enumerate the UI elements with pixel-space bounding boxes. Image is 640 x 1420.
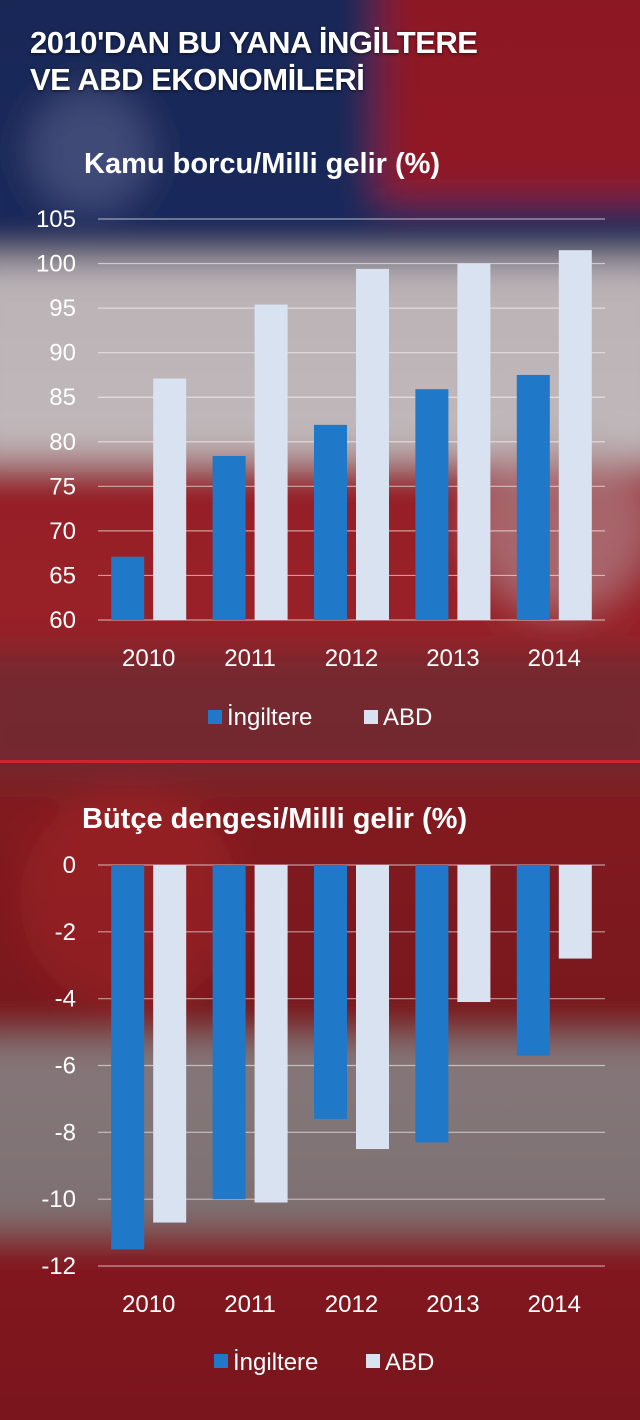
y-tick-label: -4 [55, 986, 76, 1013]
y-tick-label: -2 [55, 919, 76, 946]
legend-label-usa: ABD [385, 1349, 434, 1376]
y-tick-label: 75 [49, 473, 76, 500]
bar-uk-2010 [111, 865, 145, 1250]
bar-usa-2014 [558, 250, 592, 620]
bar-series [111, 250, 592, 620]
bar-uk-2014 [516, 374, 550, 620]
chart-legend: İngiltere ABD [208, 704, 432, 731]
legend-swatch-usa [366, 1354, 380, 1368]
page-title-line-2: VE ABD EKONOMİLERİ [30, 62, 365, 97]
x-category-label: 2014 [528, 645, 581, 672]
bar-uk-2013 [415, 389, 449, 620]
y-tick-label: 0 [63, 852, 76, 879]
public-debt-chart: Kamu borcu/Milli gelir (%) 60 65 70 75 80 85 9… [36, 148, 605, 731]
x-category-label: 2011 [224, 645, 276, 672]
legend-swatch-uk [208, 710, 222, 724]
y-tick-label: -12 [41, 1253, 76, 1280]
chart-legend: İngiltere ABD [214, 1349, 434, 1376]
bar-uk-2012 [314, 424, 347, 620]
x-category-label: 2013 [426, 1291, 479, 1318]
x-axis-categories: 2010 2011 2012 2013 2014 [122, 645, 581, 672]
y-tick-label: 90 [49, 340, 76, 367]
y-tick-label: 60 [49, 607, 76, 634]
y-tick-label: 80 [49, 429, 76, 456]
y-axis-ticks: 0 -2 -4 -6 -8 -10 -12 [41, 852, 76, 1280]
bar-usa-2010 [153, 865, 187, 1223]
bar-usa-2012 [356, 865, 389, 1150]
bar-usa-2013 [457, 263, 491, 620]
bar-uk-2014 [516, 865, 550, 1056]
y-tick-label: 105 [36, 206, 76, 233]
x-category-label: 2010 [122, 645, 175, 672]
x-category-label: 2013 [426, 645, 479, 672]
page-title-line-1: 2010'DAN BU YANA İNGİLTERE [30, 25, 478, 60]
x-category-label: 2012 [325, 645, 378, 672]
section-divider [0, 760, 640, 763]
bar-usa-2013 [457, 865, 491, 1003]
y-tick-label: 70 [49, 518, 76, 545]
legend-label-usa: ABD [383, 704, 432, 731]
legend-swatch-uk [214, 1354, 228, 1368]
x-axis-categories: 2010 2011 2012 2013 2014 [122, 1291, 581, 1318]
x-category-label: 2012 [325, 1291, 378, 1318]
x-category-label: 2011 [224, 1291, 276, 1318]
bar-uk-2011 [212, 865, 246, 1200]
bar-usa-2011 [254, 865, 288, 1203]
bar-uk-2013 [415, 865, 449, 1143]
chart-title: Bütçe dengesi/Milli gelir (%) [82, 803, 467, 835]
bar-usa-2011 [254, 304, 288, 620]
y-tick-label: -6 [55, 1053, 76, 1080]
bar-uk-2011 [212, 456, 246, 620]
legend-label-uk: İngiltere [233, 1349, 318, 1376]
legend-label-uk: İngiltere [227, 704, 312, 731]
bar-usa-2012 [356, 268, 389, 620]
bar-series [111, 865, 592, 1250]
y-axis-ticks: 60 65 70 75 80 85 90 95 100 105 [36, 206, 76, 634]
legend-swatch-usa [364, 710, 378, 724]
bar-usa-2010 [153, 378, 187, 620]
chart-title: Kamu borcu/Milli gelir (%) [84, 148, 440, 180]
bar-uk-2012 [314, 865, 347, 1119]
y-tick-label: 65 [49, 562, 76, 589]
x-category-label: 2010 [122, 1291, 175, 1318]
page-title: 2010'DAN BU YANA İNGİLTERE VE ABD EKONOM… [30, 24, 610, 98]
y-tick-label: 85 [49, 384, 76, 411]
y-tick-label: 100 [36, 251, 76, 278]
y-tick-label: -8 [55, 1119, 76, 1146]
budget-balance-chart: Bütçe dengesi/Milli gelir (%) 0 -2 -4 -6 -8 -… [41, 803, 605, 1376]
y-tick-label: -10 [41, 1186, 76, 1213]
bar-uk-2010 [111, 556, 145, 620]
y-tick-label: 95 [49, 295, 76, 322]
bar-usa-2014 [558, 865, 592, 959]
x-category-label: 2014 [528, 1291, 581, 1318]
